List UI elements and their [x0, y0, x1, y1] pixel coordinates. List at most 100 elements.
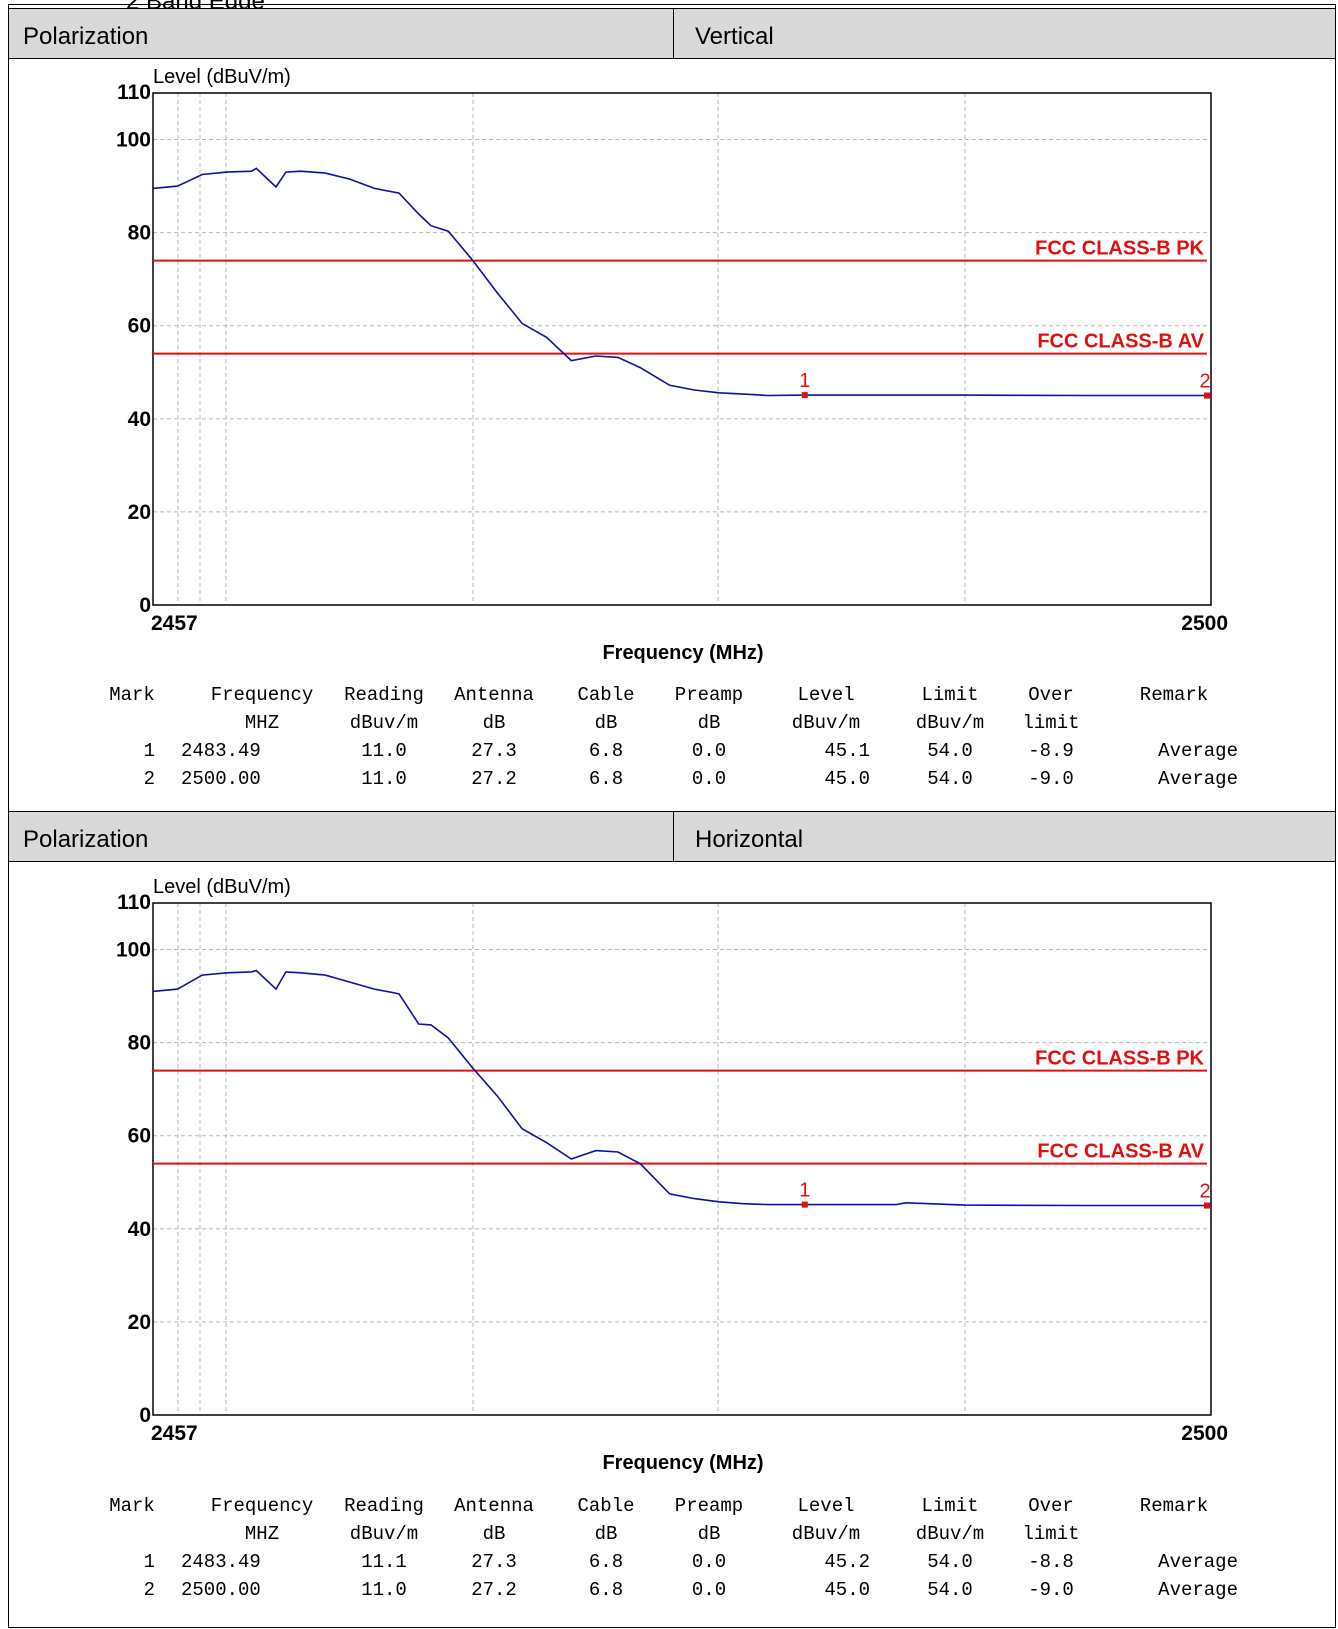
table-cell: 0.0	[691, 768, 727, 790]
table-cell: 54.0	[927, 768, 973, 790]
x-tick-label: 2457	[151, 612, 198, 635]
polarization-value: Horizontal	[695, 826, 804, 853]
table-cell: -9.0	[1028, 768, 1074, 790]
table-cell: 45.2	[824, 1551, 870, 1573]
table-cell: -8.9	[1028, 740, 1074, 762]
table-cell: 2483.49	[181, 740, 261, 762]
y-tick-label: 0	[139, 594, 151, 617]
marker-label: 1	[799, 370, 810, 392]
table-header-cell: Mark	[109, 1495, 155, 1517]
table-header-cell: Remark	[1139, 684, 1209, 706]
table-unit-cell: dBuv/m	[915, 712, 985, 734]
y-tick-label: 80	[128, 222, 151, 245]
table-cell: Average	[1158, 740, 1238, 762]
table-cell: 2500.00	[181, 768, 261, 790]
table-header-cell: Over	[1028, 684, 1074, 706]
series-line	[152, 167, 1211, 397]
table-header-cell: Mark	[109, 684, 155, 706]
table-unit-cell: dB	[594, 712, 618, 734]
y-tick-label: 20	[128, 1311, 151, 1334]
marker-label: 2	[1199, 1181, 1210, 1203]
polarization-header-vertical: Polarization Vertical	[8, 8, 1336, 59]
table-cell: Average	[1158, 768, 1238, 790]
marker-label: 1	[799, 1180, 810, 1202]
table-header-cell: Preamp	[674, 1495, 744, 1517]
x-axis-label: Frequency (MHz)	[602, 642, 763, 664]
table-header-cell: Level	[797, 684, 855, 706]
table-header-cell: Cable	[577, 684, 635, 706]
marker-point	[801, 1201, 808, 1208]
series-line	[152, 969, 1211, 1207]
table-cell: 2	[143, 768, 155, 790]
table-unit-cell: dBuv/m	[915, 1523, 985, 1545]
x-tick-label: 2457	[151, 1422, 198, 1445]
plot-frame	[152, 902, 1212, 1416]
y-tick-label: 80	[128, 1032, 151, 1055]
table-unit-cell: limit	[1022, 712, 1080, 734]
y-axis-label: Level (dBuV/m)	[153, 66, 291, 88]
table-cell: 11.0	[361, 1579, 407, 1601]
table-cell: 54.0	[927, 740, 973, 762]
table-cell: 1	[143, 740, 155, 762]
table-cell: Average	[1158, 1579, 1238, 1601]
results-table-vertical: Mark Frequency Reading Antenna Cable Preamp Le…	[0, 678, 1338, 790]
limit-line-label: FCC CLASS-B PK	[1035, 1048, 1204, 1070]
table-header-cell: Limit	[921, 1495, 979, 1517]
x-tick-label: 2500	[1181, 1422, 1228, 1445]
table-cell: 45.1	[824, 740, 870, 762]
table-unit-cell: dBuv/m	[791, 712, 861, 734]
table-cell: 6.8	[588, 1579, 624, 1601]
table-cell: 1	[143, 1551, 155, 1573]
y-tick-label: 40	[128, 408, 151, 431]
polarization-label: Polarization	[23, 826, 149, 853]
table-cell: 0.0	[691, 1579, 727, 1601]
table-unit-cell: dB	[697, 1523, 721, 1545]
table-cell: 6.8	[588, 740, 624, 762]
limit-line-label: FCC CLASS-B PK	[1035, 238, 1204, 260]
marker-point	[1204, 1202, 1210, 1209]
table-cell: -8.8	[1028, 1551, 1074, 1573]
polarization-label: Polarization	[23, 23, 149, 50]
table-unit-cell: dBuv/m	[791, 1523, 861, 1545]
y-tick-label: 110	[117, 891, 151, 914]
table-cell: 0.0	[691, 740, 727, 762]
y-axis-label: Level (dBuV/m)	[153, 876, 291, 898]
marker-point	[801, 392, 808, 399]
chart-horizontal: 0 20 40 60 80 100 110 2457 2500 Level (dBuV/m) Fre…	[116, 876, 1228, 1474]
y-tick-label: 100	[116, 939, 151, 962]
table-header-cell: Reading	[344, 684, 424, 706]
table-header-cell: Frequency	[210, 1495, 314, 1517]
table-unit-cell: dB	[594, 1523, 618, 1545]
table-cell: 2	[143, 1579, 155, 1601]
table-cell: 6.8	[588, 1551, 624, 1573]
y-tick-label: 60	[128, 1125, 151, 1148]
x-axis-label: Frequency (MHz)	[602, 1452, 763, 1474]
table-cell: 11.0	[361, 740, 407, 762]
table-unit-cell: MHZ	[244, 712, 280, 734]
table-cell: 27.3	[471, 740, 517, 762]
header-divider	[673, 812, 674, 861]
x-tick-label: 2500	[1181, 612, 1228, 635]
y-tick-label: 20	[128, 501, 151, 524]
table-cell: -9.0	[1028, 1579, 1074, 1601]
table-cell: 11.0	[361, 768, 407, 790]
table-cell: 0.0	[691, 1551, 727, 1573]
table-header-cell: Limit	[921, 684, 979, 706]
y-tick-label: 40	[128, 1218, 151, 1241]
table-cell: 11.1	[361, 1551, 407, 1573]
table-header-cell: Preamp	[674, 684, 744, 706]
chart-vertical: 0 20 40 60 80 100 110 2457 2500 Level (dBuV/m) Fre…	[116, 66, 1228, 664]
limit-line-label: FCC CLASS-B AV	[1037, 1141, 1204, 1163]
table-header-cell: Cable	[577, 1495, 635, 1517]
table-unit-cell: dB	[482, 1523, 506, 1545]
table-cell: 27.3	[471, 1551, 517, 1573]
table-cell: 27.2	[471, 1579, 517, 1601]
y-tick-label: 60	[128, 315, 151, 338]
table-header-cell: Over	[1028, 1495, 1074, 1517]
table-header-cell: Antenna	[454, 1495, 534, 1517]
header-divider	[673, 9, 674, 58]
y-tick-label: 110	[117, 81, 151, 104]
table-cell: 2483.49	[181, 1551, 261, 1573]
table-cell: Average	[1158, 1551, 1238, 1573]
table-header-cell: Frequency	[210, 684, 314, 706]
